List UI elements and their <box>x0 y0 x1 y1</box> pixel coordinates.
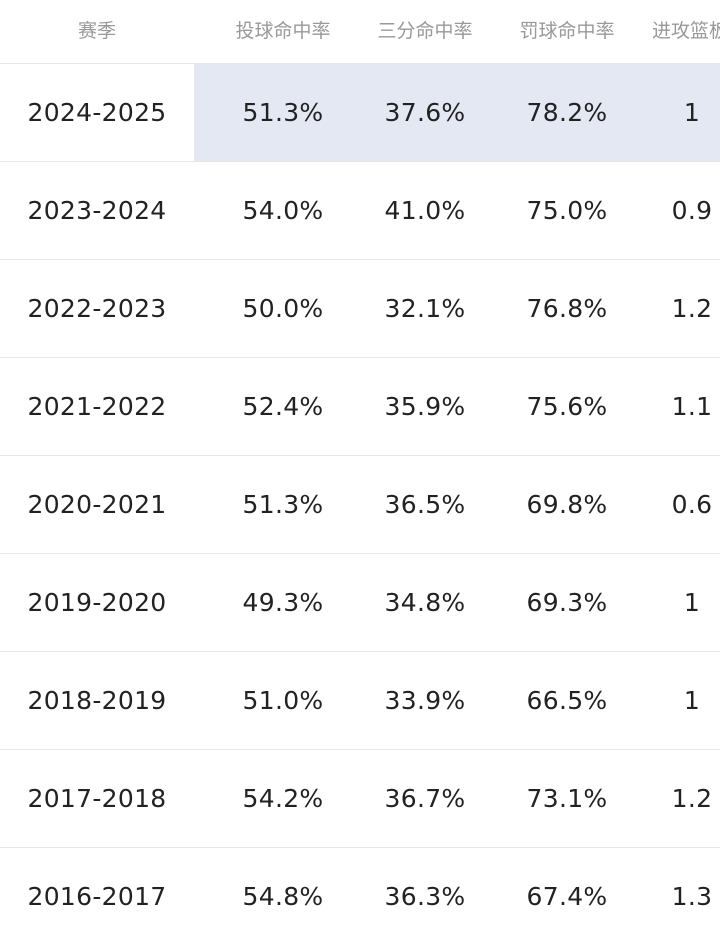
off-rebounds-cell: 1.1 <box>671 392 713 421</box>
fg-pct-cell: 54.8% <box>242 882 324 911</box>
header-ft-pct[interactable]: 罚球命中率 <box>519 20 615 42</box>
season-cell: 2022-2023 <box>27 294 167 323</box>
season-cell: 2020-2021 <box>27 490 167 519</box>
ft-pct-cell: 73.1% <box>526 784 608 813</box>
table-header: 赛季 投球命中率 三分命中率 罚球命中率 进攻篮板 <box>0 0 720 64</box>
row-highlight <box>194 64 720 161</box>
fg-pct-cell: 51.0% <box>242 686 324 715</box>
season-cell: 2016-2017 <box>27 882 167 911</box>
off-rebounds-cell: 0.6 <box>671 490 713 519</box>
off-rebounds-cell: 0.9 <box>671 196 713 225</box>
ft-pct-cell: 76.8% <box>526 294 608 323</box>
table-row[interactable]: 2021-2022 52.4% 35.9% 75.6% 1.1 <box>0 358 720 456</box>
table-row[interactable]: 2017-2018 54.2% 36.7% 73.1% 1.2 <box>0 750 720 848</box>
fg-pct-cell: 51.3% <box>242 98 324 127</box>
header-season[interactable]: 赛季 <box>77 20 116 42</box>
off-rebounds-cell: 1.2 <box>671 294 713 323</box>
ft-pct-cell: 67.4% <box>526 882 608 911</box>
header-fg-pct[interactable]: 投球命中率 <box>235 20 331 42</box>
table-row[interactable]: 2022-2023 50.0% 32.1% 76.8% 1.2 <box>0 260 720 358</box>
fg-pct-cell: 50.0% <box>242 294 324 323</box>
table-row[interactable]: 2018-2019 51.0% 33.9% 66.5% 1 <box>0 652 720 750</box>
off-rebounds-cell: 1 <box>683 686 701 715</box>
off-rebounds-cell: 1 <box>683 588 701 617</box>
season-cell: 2021-2022 <box>27 392 167 421</box>
3p-pct-cell: 32.1% <box>384 294 466 323</box>
off-rebounds-cell: 1.2 <box>671 784 713 813</box>
ft-pct-cell: 75.0% <box>526 196 608 225</box>
season-cell: 2017-2018 <box>27 784 167 813</box>
ft-pct-cell: 75.6% <box>526 392 608 421</box>
season-cell: 2023-2024 <box>27 196 167 225</box>
header-off-rebounds[interactable]: 进攻篮板 <box>652 20 720 42</box>
fg-pct-cell: 54.0% <box>242 196 324 225</box>
fg-pct-cell: 52.4% <box>242 392 324 421</box>
season-cell: 2024-2025 <box>27 98 167 127</box>
3p-pct-cell: 36.7% <box>384 784 466 813</box>
3p-pct-cell: 37.6% <box>384 98 466 127</box>
season-cell: 2018-2019 <box>27 686 167 715</box>
3p-pct-cell: 34.8% <box>384 588 466 617</box>
fg-pct-cell: 54.2% <box>242 784 324 813</box>
3p-pct-cell: 33.9% <box>384 686 466 715</box>
table-row[interactable]: 2023-2024 54.0% 41.0% 75.0% 0.9 <box>0 162 720 260</box>
fg-pct-cell: 51.3% <box>242 490 324 519</box>
ft-pct-cell: 69.8% <box>526 490 608 519</box>
3p-pct-cell: 36.5% <box>384 490 466 519</box>
ft-pct-cell: 66.5% <box>526 686 608 715</box>
season-cell: 2019-2020 <box>27 588 167 617</box>
3p-pct-cell: 35.9% <box>384 392 466 421</box>
table-row[interactable]: 2019-2020 49.3% 34.8% 69.3% 1 <box>0 554 720 652</box>
table-row[interactable]: 2020-2021 51.3% 36.5% 69.8% 0.6 <box>0 456 720 554</box>
3p-pct-cell: 36.3% <box>384 882 466 911</box>
off-rebounds-cell: 1 <box>683 98 701 127</box>
table-row[interactable]: 2024-2025 51.3% 37.6% 78.2% 1 <box>0 64 720 162</box>
table-row[interactable]: 2016-2017 54.8% 36.3% 67.4% 1.3 <box>0 848 720 928</box>
fg-pct-cell: 49.3% <box>242 588 324 617</box>
off-rebounds-cell: 1.3 <box>671 882 713 911</box>
ft-pct-cell: 78.2% <box>526 98 608 127</box>
3p-pct-cell: 41.0% <box>384 196 466 225</box>
ft-pct-cell: 69.3% <box>526 588 608 617</box>
header-3p-pct[interactable]: 三分命中率 <box>377 20 473 42</box>
